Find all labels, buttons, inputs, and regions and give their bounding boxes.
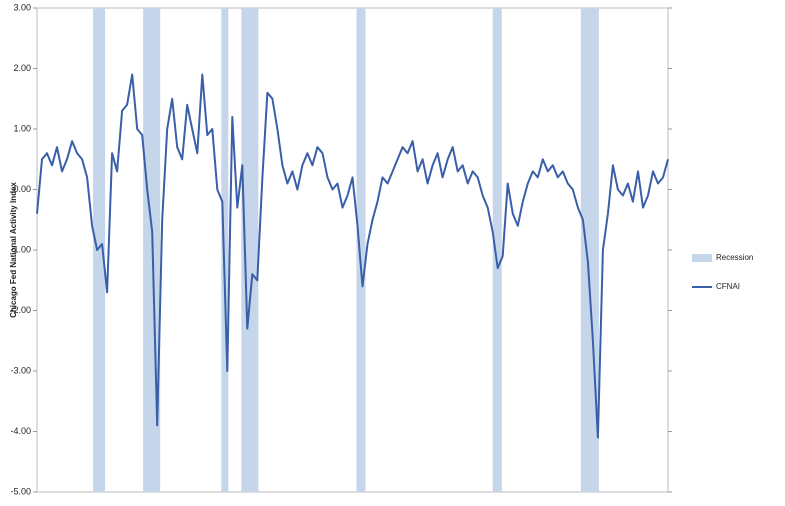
y-axis-label: Chicago Fed National Activity Index	[9, 182, 18, 318]
y-tick-label: 1.00	[13, 123, 31, 133]
recession-band	[241, 8, 259, 492]
y-tick-label: 2.00	[13, 63, 31, 73]
recession-band	[492, 8, 502, 492]
legend-swatch	[692, 254, 712, 262]
y-tick-label: -4.00	[10, 426, 31, 436]
y-tick-label: -1.00	[10, 244, 31, 254]
recession-band	[221, 8, 229, 492]
y-tick-label: -2.00	[10, 305, 31, 315]
cfnai-line	[36, 73, 669, 439]
y-tick-label: -5.00	[10, 486, 31, 496]
recession-band	[356, 8, 366, 492]
legend-label: CFNAI	[716, 282, 740, 291]
plot-area	[36, 7, 669, 493]
y-tick-label: 3.00	[13, 2, 31, 12]
legend-label: Recession	[716, 253, 753, 262]
recession-band	[93, 8, 106, 492]
y-tick-label: -3.00	[10, 365, 31, 375]
y-tick-label: 0.00	[13, 184, 31, 194]
